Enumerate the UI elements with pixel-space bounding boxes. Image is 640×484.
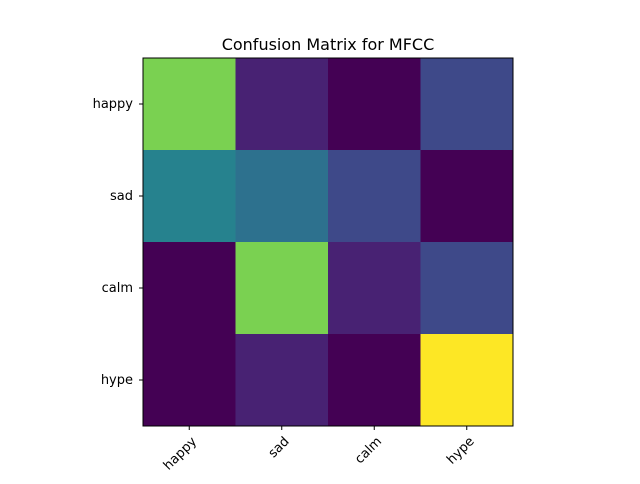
heatmap-cell-hype-hype — [421, 334, 514, 427]
heatmap-cell-hype-sad — [236, 334, 329, 427]
heatmap-cell-happy-calm — [328, 58, 421, 151]
heatmap-cell-happy-hype — [421, 58, 514, 151]
y-tick-label: happy — [93, 97, 134, 112]
heatmap-cell-calm-happy — [143, 242, 236, 335]
heatmap-cell-sad-happy — [143, 150, 236, 243]
y-tick-label: calm — [102, 281, 133, 296]
heatmap-cell-happy-happy — [143, 58, 236, 151]
heatmap-cell-hype-happy — [143, 334, 236, 427]
heatmap-cell-hype-calm — [328, 334, 421, 427]
heatmap-cell-sad-hype — [421, 150, 514, 243]
heatmap-cell-sad-sad — [236, 150, 329, 243]
y-tick-label: sad — [110, 189, 133, 204]
heatmap-cells — [143, 58, 514, 427]
heatmap-cell-happy-sad — [236, 58, 329, 151]
heatmap-cell-calm-hype — [421, 242, 514, 335]
chart-title: Confusion Matrix for MFCC — [222, 35, 435, 54]
y-tick-label: hype — [101, 373, 133, 388]
heatmap-cell-calm-sad — [236, 242, 329, 335]
heatmap-cell-calm-calm — [328, 242, 421, 335]
heatmap-cell-sad-calm — [328, 150, 421, 243]
